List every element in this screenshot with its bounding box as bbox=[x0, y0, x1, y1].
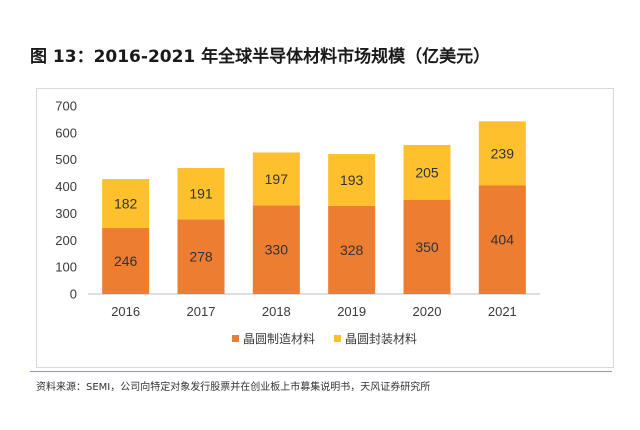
x-tick-label-2020: 2020 bbox=[413, 304, 442, 319]
x-axis-ticks: 2016 2017 2018 2019 2020 2021 bbox=[111, 304, 517, 319]
source-note: 资料来源：SEMI，公司向特定对象发行股票并在创业板上市募集说明书，天风证券研究… bbox=[36, 382, 431, 393]
data-label-packaging-2020: 205 bbox=[415, 164, 439, 180]
data-label-packaging-2019: 193 bbox=[340, 172, 364, 188]
data-label-packaging-2016: 182 bbox=[114, 195, 138, 211]
x-tick-label-2018: 2018 bbox=[262, 304, 291, 319]
legend-label-packaging: 晶圆封装材料 bbox=[345, 332, 417, 346]
bar-manufacturing-2017 bbox=[177, 219, 225, 294]
y-tick-label-500: 500 bbox=[55, 152, 77, 167]
data-label-packaging-2018: 197 bbox=[265, 171, 289, 187]
x-tick-label-2021: 2021 bbox=[488, 304, 517, 319]
bar-packaging-2017 bbox=[177, 168, 225, 220]
data-label-manufacturing-2019: 328 bbox=[340, 242, 364, 258]
bar-manufacturing-2021 bbox=[478, 185, 526, 294]
y-tick-label-300: 300 bbox=[55, 206, 77, 221]
bar-packaging-2019 bbox=[328, 154, 376, 206]
bar-packaging-2018 bbox=[252, 152, 300, 206]
bar-packaging-2016 bbox=[102, 179, 150, 228]
bar-packaging-2020 bbox=[403, 144, 451, 200]
bars: 246 182 278 191 330 197 328 193 350 205 404 239 bbox=[102, 121, 526, 294]
y-tick-label-600: 600 bbox=[55, 125, 77, 140]
data-label-packaging-2017: 191 bbox=[189, 186, 213, 202]
y-tick-label-100: 100 bbox=[55, 260, 77, 275]
bar-manufacturing-2016 bbox=[102, 227, 150, 294]
data-label-manufacturing-2020: 350 bbox=[415, 239, 439, 255]
legend-swatch-manufacturing bbox=[232, 335, 239, 342]
legend-label-manufacturing: 晶圆制造材料 bbox=[243, 332, 315, 346]
data-label-manufacturing-2016: 246 bbox=[114, 253, 138, 269]
y-tick-label-700: 700 bbox=[55, 99, 77, 114]
x-tick-label-2016: 2016 bbox=[111, 304, 140, 319]
bar-manufacturing-2018 bbox=[252, 205, 300, 294]
bar-manufacturing-2019 bbox=[328, 205, 376, 294]
footer-rule bbox=[30, 371, 612, 372]
legend: 晶圆制造材料 晶圆封装材料 bbox=[232, 332, 417, 346]
bar-packaging-2021 bbox=[478, 121, 526, 186]
data-label-manufacturing-2021: 404 bbox=[491, 232, 515, 248]
x-tick-label-2019: 2019 bbox=[337, 304, 366, 319]
y-tick-label-200: 200 bbox=[55, 233, 77, 248]
y-axis-ticks: 0 100 200 300 400 500 600 700 bbox=[55, 99, 77, 302]
legend-swatch-packaging bbox=[334, 335, 341, 342]
y-tick-label-400: 400 bbox=[55, 179, 77, 194]
data-label-manufacturing-2018: 330 bbox=[265, 242, 289, 258]
x-tick-label-2017: 2017 bbox=[187, 304, 216, 319]
data-label-packaging-2021: 239 bbox=[491, 145, 515, 161]
bar-manufacturing-2020 bbox=[403, 200, 451, 294]
data-label-manufacturing-2017: 278 bbox=[189, 249, 213, 265]
chart-frame bbox=[36, 88, 614, 368]
y-tick-label-0: 0 bbox=[70, 287, 77, 302]
chart-title: 图 13：2016-2021 年全球半导体材料市场规模（亿美元） bbox=[30, 47, 491, 67]
